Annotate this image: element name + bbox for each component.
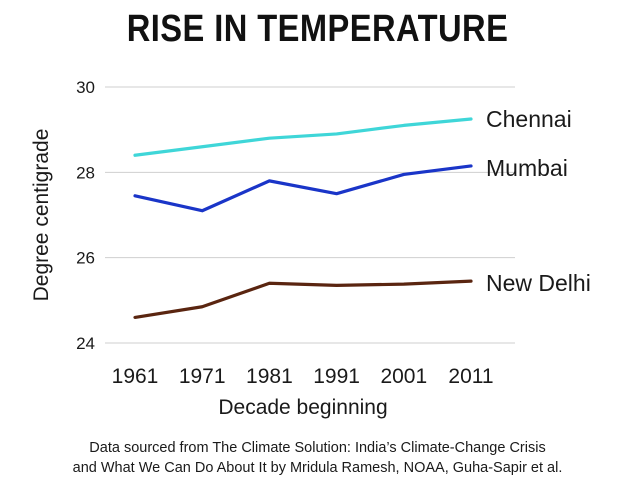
series-label: New Delhi — [486, 270, 591, 296]
x-tick-label: 2001 — [380, 365, 427, 388]
x-axis-label: Decade beginning — [218, 396, 387, 419]
gridlines — [105, 86, 515, 344]
y-tick-label: 24 — [76, 334, 95, 353]
series-label: Mumbai — [486, 155, 568, 181]
x-tick-label: 1961 — [112, 365, 159, 388]
series-label: Chennai — [486, 106, 572, 132]
y-tick-label: 28 — [76, 163, 95, 182]
x-tick-label: 2011 — [448, 365, 493, 388]
x-axis-ticks: 1961 1971 1981 1991 2001 2011 — [112, 365, 494, 388]
y-tick-label: 26 — [76, 249, 95, 268]
y-axis-ticks: 24 26 28 30 — [76, 78, 95, 353]
series-lines — [133, 117, 473, 319]
series-labels: Chennai Mumbai New Delhi — [486, 106, 591, 296]
chart-title: RISE IN TEMPERATURE — [126, 8, 509, 50]
x-tick-label: 1991 — [313, 365, 360, 388]
series-line-new-delhi — [133, 279, 473, 319]
y-axis-label: Degree centigrade — [30, 129, 53, 302]
source-note-line-1: Data sourced from The Climate Solution: … — [89, 440, 546, 456]
y-tick-label: 30 — [76, 78, 95, 97]
x-tick-label: 1981 — [246, 365, 293, 388]
series-line-mumbai — [133, 164, 473, 213]
x-tick-label: 1971 — [179, 365, 226, 388]
series-line-chennai — [133, 117, 473, 157]
source-note-line-2: and What We Can Do About It by Mridula R… — [72, 460, 563, 476]
